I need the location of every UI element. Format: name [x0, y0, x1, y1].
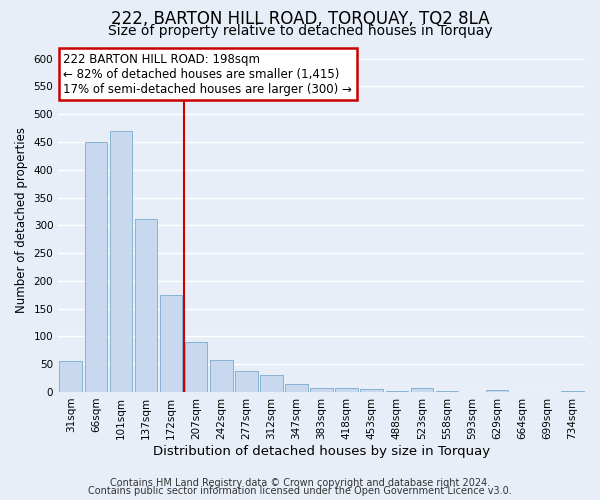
Y-axis label: Number of detached properties: Number of detached properties — [15, 126, 28, 312]
Text: 222 BARTON HILL ROAD: 198sqm
← 82% of detached houses are smaller (1,415)
17% of: 222 BARTON HILL ROAD: 198sqm ← 82% of de… — [64, 52, 352, 96]
Bar — [185, 342, 208, 392]
Bar — [310, 388, 333, 392]
Bar — [386, 391, 408, 392]
Text: Contains HM Land Registry data © Crown copyright and database right 2024.: Contains HM Land Registry data © Crown c… — [110, 478, 490, 488]
Text: 222, BARTON HILL ROAD, TORQUAY, TQ2 8LA: 222, BARTON HILL ROAD, TORQUAY, TQ2 8LA — [110, 10, 490, 28]
Bar — [486, 390, 508, 392]
Text: Contains public sector information licensed under the Open Government Licence v3: Contains public sector information licen… — [88, 486, 512, 496]
Bar — [110, 131, 132, 392]
Bar — [160, 294, 182, 392]
Bar — [436, 391, 458, 392]
Bar — [134, 218, 157, 392]
Bar — [260, 376, 283, 392]
X-axis label: Distribution of detached houses by size in Torquay: Distribution of detached houses by size … — [153, 444, 490, 458]
Bar — [85, 142, 107, 392]
Bar — [361, 389, 383, 392]
Bar — [285, 384, 308, 392]
Bar — [335, 388, 358, 392]
Bar — [410, 388, 433, 392]
Text: Size of property relative to detached houses in Torquay: Size of property relative to detached ho… — [107, 24, 493, 38]
Bar — [210, 360, 233, 392]
Bar — [59, 362, 82, 392]
Bar — [561, 391, 584, 392]
Bar — [235, 371, 257, 392]
